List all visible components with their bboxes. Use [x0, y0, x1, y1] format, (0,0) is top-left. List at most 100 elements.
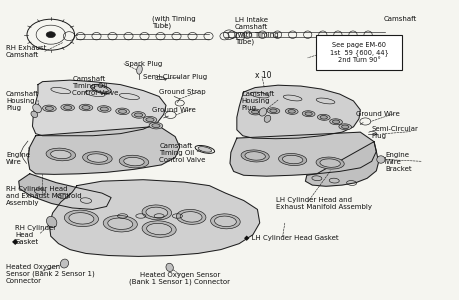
Ellipse shape: [142, 221, 176, 237]
Ellipse shape: [143, 116, 157, 123]
Text: ◆: ◆: [12, 237, 18, 246]
Ellipse shape: [97, 106, 111, 112]
Polygon shape: [236, 85, 359, 139]
Polygon shape: [305, 142, 378, 186]
Ellipse shape: [60, 259, 68, 268]
Ellipse shape: [287, 110, 295, 113]
Text: Heated Oxygen Sensor
(Bank 1 Sensor 1) Connector: Heated Oxygen Sensor (Bank 1 Sensor 1) C…: [129, 272, 230, 285]
Ellipse shape: [136, 65, 142, 74]
Ellipse shape: [278, 154, 306, 166]
Ellipse shape: [146, 224, 171, 235]
Text: x 10: x 10: [255, 71, 271, 80]
Ellipse shape: [180, 212, 202, 222]
Text: Camshaft
Timing Oil
Control Valve: Camshaft Timing Oil Control Valve: [159, 143, 205, 163]
Ellipse shape: [50, 150, 71, 159]
Ellipse shape: [248, 109, 261, 115]
Polygon shape: [28, 126, 179, 174]
Ellipse shape: [43, 105, 56, 112]
Text: See page EM-60
1st  59 {600, 44}
2nd Turn 90°: See page EM-60 1st 59 {600, 44} 2nd Turn…: [329, 42, 388, 63]
Text: ◆ LH Cylinder Head Gasket: ◆ LH Cylinder Head Gasket: [243, 235, 338, 241]
Text: RH Cylinder Head
and Exhaust Manifold
Assembly: RH Cylinder Head and Exhaust Manifold As…: [6, 186, 81, 206]
Ellipse shape: [146, 207, 168, 218]
Ellipse shape: [332, 120, 339, 124]
Ellipse shape: [82, 106, 90, 110]
Text: Engine
Wire: Engine Wire: [6, 152, 30, 165]
Ellipse shape: [119, 155, 148, 168]
Ellipse shape: [61, 104, 74, 111]
Ellipse shape: [319, 116, 327, 119]
Polygon shape: [230, 132, 375, 176]
Text: Camshaft
Housing
Plug: Camshaft Housing Plug: [6, 91, 39, 111]
Text: (with Timing
Tube): (with Timing Tube): [152, 15, 196, 29]
Ellipse shape: [33, 104, 41, 113]
Ellipse shape: [146, 118, 154, 122]
Ellipse shape: [317, 114, 330, 120]
Ellipse shape: [329, 119, 341, 125]
Ellipse shape: [341, 125, 348, 129]
Ellipse shape: [241, 150, 269, 162]
Ellipse shape: [263, 115, 270, 122]
Ellipse shape: [198, 147, 211, 152]
Text: LH Cylinder Head and
Exhaust Manifold Assembly: LH Cylinder Head and Exhaust Manifold As…: [275, 197, 371, 210]
Ellipse shape: [151, 124, 160, 128]
Ellipse shape: [302, 111, 314, 117]
Ellipse shape: [116, 108, 129, 115]
Ellipse shape: [31, 111, 38, 118]
Text: Semi-Circular
Plug: Semi-Circular Plug: [371, 126, 418, 139]
Ellipse shape: [319, 159, 340, 167]
Ellipse shape: [87, 154, 107, 162]
Text: RH Exhaust
Camshaft: RH Exhaust Camshaft: [6, 45, 46, 58]
Ellipse shape: [118, 110, 126, 113]
Ellipse shape: [258, 108, 266, 116]
Circle shape: [46, 32, 55, 38]
Text: Ground Wire: Ground Wire: [152, 107, 196, 113]
Text: Spark Plug: Spark Plug: [124, 61, 162, 67]
Ellipse shape: [79, 104, 93, 111]
Ellipse shape: [100, 107, 108, 111]
Ellipse shape: [103, 215, 137, 232]
Ellipse shape: [94, 86, 108, 92]
Ellipse shape: [251, 110, 258, 114]
Ellipse shape: [269, 109, 276, 112]
Text: Camshaft
Housing
Plug: Camshaft Housing Plug: [241, 91, 274, 111]
Ellipse shape: [282, 155, 302, 164]
Polygon shape: [33, 80, 166, 136]
Ellipse shape: [107, 218, 133, 230]
Ellipse shape: [214, 216, 236, 226]
Ellipse shape: [176, 209, 206, 224]
Text: LH Intake
Camshaft
(with Timing
Tube): LH Intake Camshaft (with Timing Tube): [234, 17, 278, 45]
Ellipse shape: [83, 152, 112, 164]
Text: Semi-Circular Plug: Semi-Circular Plug: [143, 74, 207, 80]
Ellipse shape: [46, 148, 75, 161]
Text: Ground Wire: Ground Wire: [355, 111, 398, 117]
Ellipse shape: [46, 216, 57, 227]
Ellipse shape: [285, 108, 297, 114]
Ellipse shape: [376, 156, 384, 163]
Ellipse shape: [64, 210, 98, 226]
Text: Camshaft
Timing Oil
Control Valve: Camshaft Timing Oil Control Valve: [72, 76, 118, 96]
Ellipse shape: [210, 214, 240, 229]
Text: RH Cylinder
Head
Gasket: RH Cylinder Head Gasket: [15, 225, 56, 245]
Ellipse shape: [63, 106, 72, 110]
Text: Heated Oxygen
Sensor (Bank 2 Sensor 1)
Connector: Heated Oxygen Sensor (Bank 2 Sensor 1) C…: [6, 264, 95, 284]
Ellipse shape: [267, 108, 279, 114]
Ellipse shape: [69, 213, 94, 224]
Ellipse shape: [123, 158, 144, 166]
Ellipse shape: [149, 122, 162, 129]
Ellipse shape: [45, 106, 53, 110]
Polygon shape: [49, 180, 259, 256]
Ellipse shape: [166, 263, 173, 272]
Text: Camshaft: Camshaft: [382, 16, 415, 22]
FancyBboxPatch shape: [315, 35, 402, 70]
Ellipse shape: [244, 152, 265, 160]
Polygon shape: [19, 174, 111, 209]
Text: Ground Strap: Ground Strap: [159, 89, 205, 95]
Ellipse shape: [134, 113, 142, 117]
Ellipse shape: [338, 124, 351, 130]
Ellipse shape: [142, 205, 171, 220]
Text: Engine
Wire
Bracket: Engine Wire Bracket: [385, 152, 411, 172]
Ellipse shape: [315, 157, 343, 169]
Ellipse shape: [131, 112, 145, 118]
Ellipse shape: [304, 112, 312, 116]
